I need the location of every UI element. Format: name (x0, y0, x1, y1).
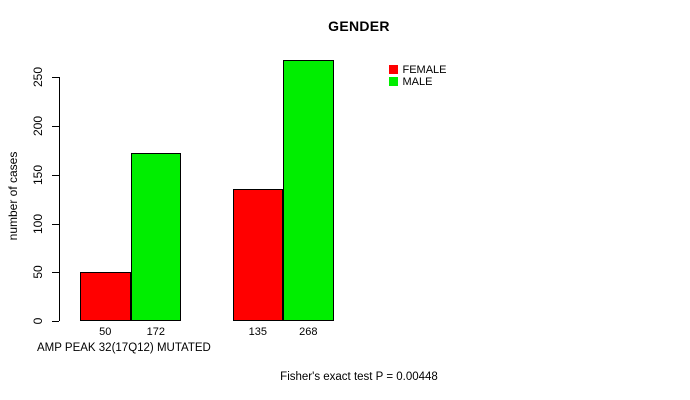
y-tick (52, 77, 59, 79)
bar-female-group1 (80, 272, 131, 322)
y-tick-label: 50 (30, 265, 45, 279)
y-tick (52, 126, 59, 127)
y-tick-label: 100 (30, 213, 45, 234)
chart-title: GENDER (328, 18, 390, 34)
legend-label: MALE (402, 75, 433, 88)
bar-male-group2 (283, 59, 334, 321)
legend-label: FEMALE (402, 63, 447, 76)
y-tick-label: 0 (30, 317, 45, 325)
y-tick (52, 272, 59, 274)
x-axis-title: AMP PEAK 32(17Q12) MUTATED (37, 342, 211, 354)
y-axis-line (59, 77, 60, 321)
bar-value-label: 172 (146, 326, 165, 338)
legend-swatch-female (389, 65, 398, 75)
y-tick-label: 250 (30, 67, 45, 88)
bar-value-label: 135 (248, 326, 267, 338)
y-tick-label: 200 (30, 115, 45, 137)
legend-item-female: FEMALE (389, 64, 447, 76)
bar-female-group2 (232, 189, 283, 321)
legend: FEMALE MALE (389, 64, 447, 88)
y-tick (52, 174, 59, 176)
bar-male-group1 (130, 153, 181, 321)
legend-swatch-male (389, 77, 398, 87)
legend-item-male: MALE (389, 76, 447, 88)
bar-value-label: 50 (99, 326, 112, 338)
y-tick (52, 223, 59, 225)
fisher-test-annotation: Fisher's exact test P = 0.00448 (280, 371, 438, 383)
y-axis-title: number of cases (6, 151, 20, 241)
bar-value-label: 268 (299, 326, 318, 338)
y-tick (52, 321, 59, 322)
y-tick-label: 150 (30, 164, 45, 185)
